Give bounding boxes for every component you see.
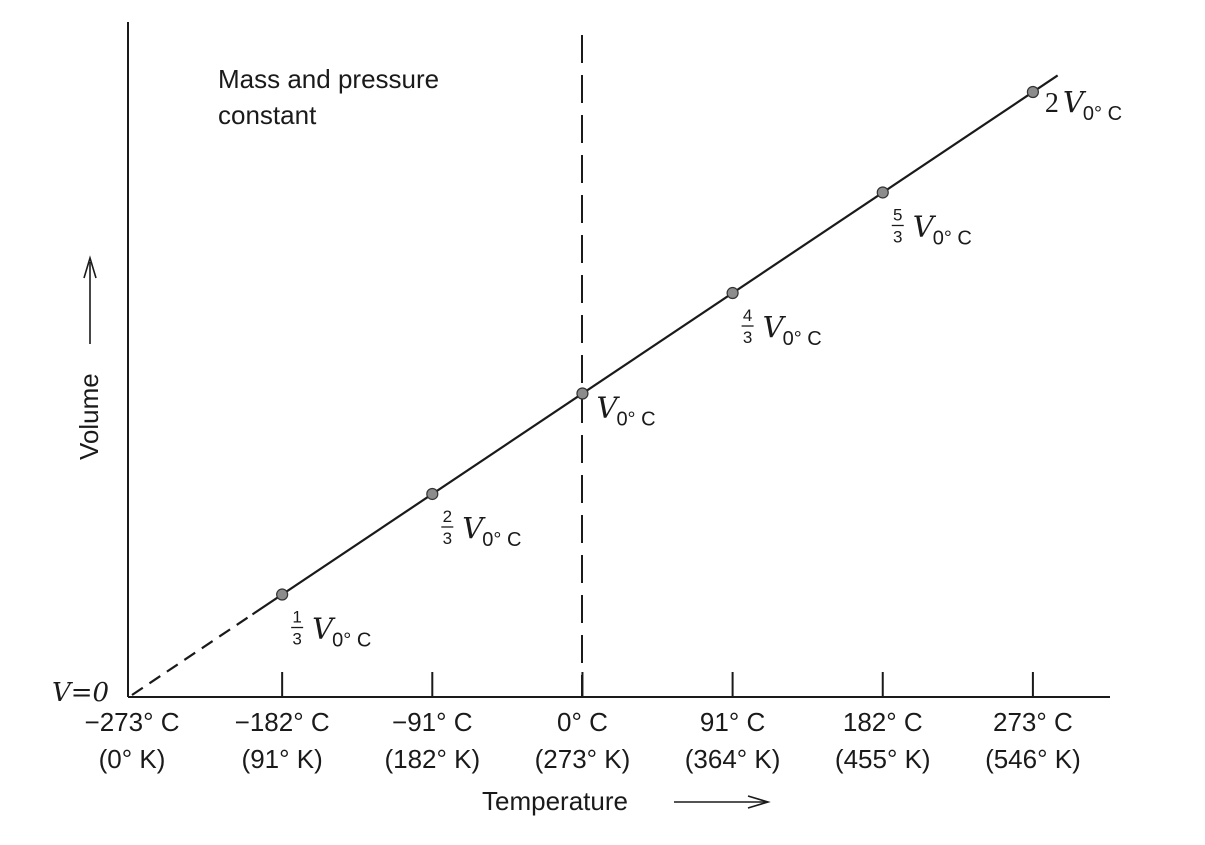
- x-tick-label-kelvin: (546° K): [985, 744, 1081, 774]
- data-point-marker: [426, 487, 439, 501]
- x-tick-label-celsius: −182° C: [235, 707, 330, 737]
- point-label-denominator: 3: [443, 529, 452, 548]
- origin-label: V=0: [52, 678, 109, 708]
- x-tick-label-kelvin: (364° K): [685, 744, 781, 774]
- point-label-subscript: 0° C: [933, 227, 972, 249]
- data-point-marker: [726, 286, 739, 300]
- data-markers: [276, 85, 1040, 601]
- y-axis-title: Volume: [74, 255, 104, 460]
- y-axis-arrow-icon: [83, 255, 97, 344]
- point-label: 5 3 V 0° C: [891, 205, 972, 249]
- point-label-numerator: 2: [443, 507, 452, 526]
- point-label-denominator: 3: [292, 630, 301, 649]
- x-tick-label-celsius: 273° C: [993, 707, 1073, 737]
- x-tick-label-celsius: 182° C: [843, 707, 923, 737]
- point-labels: 13 V 0° C23 V 0° CV 0° C43 V 0° C53 V 0° C2 V 0° C: [291, 85, 1122, 652]
- x-tick-label-kelvin: (273° K): [535, 744, 631, 774]
- annotation-line-1: Mass and pressure: [218, 64, 439, 94]
- point-label-volume-symbol: V: [763, 310, 787, 344]
- point-label-subscript: 0° C: [616, 409, 655, 431]
- x-tick-label-celsius: 91° C: [700, 707, 765, 737]
- point-label-volume-symbol: V: [462, 511, 486, 545]
- x-tick-label-celsius: −91° C: [392, 707, 473, 737]
- point-label-denominator: 3: [743, 328, 752, 347]
- point-label: 4 3 V 0° C: [741, 306, 822, 350]
- point-label-subscript: 0° C: [783, 328, 822, 350]
- point-label-subscript: 0° C: [332, 630, 371, 652]
- x-tick-label-kelvin: (455° K): [835, 744, 931, 774]
- point-label: 1 3 V 0° C: [291, 608, 371, 652]
- point-label: V 0° C: [596, 391, 655, 431]
- x-axis-title: Temperature: [482, 786, 771, 816]
- point-label-denominator: 3: [893, 227, 902, 246]
- point-label-volume-symbol: V: [596, 391, 620, 425]
- x-ticks: −273° C (0° K) −182° C (91° K) −91° C (182° K…: [85, 672, 1081, 774]
- x-tick-label-kelvin: (182° K): [384, 744, 480, 774]
- point-label-volume-symbol: V: [1063, 85, 1087, 119]
- point-label: 2 V 0° C: [1045, 85, 1122, 125]
- point-label-coefficient: 2: [1045, 88, 1059, 119]
- y-axis-label: Volume: [74, 373, 104, 460]
- point-label: 2 3 V 0° C: [441, 507, 521, 551]
- data-point-marker: [1026, 85, 1040, 99]
- data-line: [131, 74, 1059, 696]
- x-tick-label-kelvin: (91° K): [242, 744, 323, 774]
- point-label-numerator: 4: [743, 306, 752, 325]
- extrapolated-dashed-segment: [131, 613, 254, 696]
- data-point-marker: [576, 387, 589, 400]
- x-tick-label-celsius: 0° C: [557, 707, 608, 737]
- point-label-volume-symbol: V: [312, 612, 336, 646]
- x-tick-label-celsius: −273° C: [85, 707, 180, 737]
- annotation-line-2: constant: [218, 100, 317, 130]
- data-point-marker: [276, 588, 289, 601]
- x-axis-label: Temperature: [482, 786, 628, 816]
- measured-line-segment: [251, 74, 1059, 616]
- data-point-marker: [876, 186, 889, 199]
- point-label-numerator: 5: [893, 205, 902, 224]
- axes: [127, 22, 1110, 698]
- point-label-numerator: 1: [292, 608, 301, 627]
- point-label-subscript: 0° C: [482, 529, 521, 551]
- x-axis-arrow-icon: [674, 795, 771, 809]
- x-tick-label-kelvin: (0° K): [99, 744, 166, 774]
- point-label-volume-symbol: V: [913, 209, 937, 243]
- point-label-subscript: 0° C: [1083, 103, 1122, 125]
